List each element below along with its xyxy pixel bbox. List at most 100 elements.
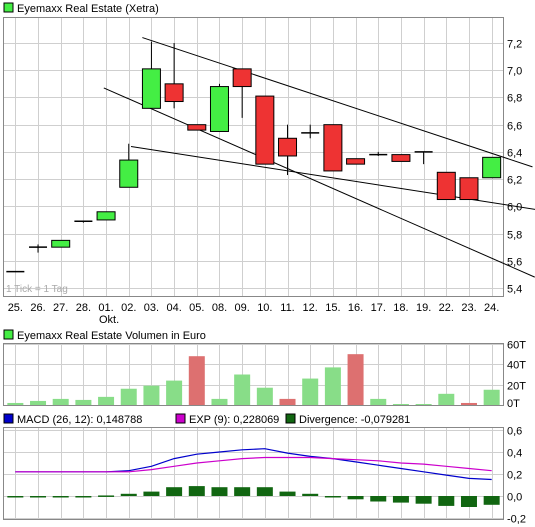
price-x-tick-label: 11. (280, 302, 294, 314)
volume-panel: Eyemaxx Real Estate Volumen in Euro 60T 4… (3, 329, 526, 411)
price-trendlines (103, 37, 535, 278)
divergence-bar (234, 487, 251, 496)
volume-y-tick-label: 40T (507, 360, 526, 372)
macd-legend-swatch (3, 413, 14, 424)
divergence-bar (30, 496, 47, 498)
price-candle (414, 151, 433, 165)
divergence-bar (75, 496, 92, 498)
price-x-tick-label: 03. (144, 302, 159, 314)
volume-bar (392, 404, 409, 405)
volume-bar (7, 402, 24, 405)
volume-plot-frame (3, 343, 504, 406)
macd-y-tick-label: 0,6 (507, 426, 522, 438)
volume-bar (302, 378, 319, 405)
volume-bar (211, 398, 228, 405)
divergence-bar (211, 487, 228, 496)
price-candle (209, 83, 229, 132)
volume-bar (370, 398, 387, 405)
price-x-tick-label: 02. (121, 302, 136, 314)
divergence-bar (166, 487, 183, 496)
price-x-tick-label: 09. (235, 302, 250, 314)
divergence-bar (370, 496, 387, 502)
price-x-tick-label: 17. (371, 302, 386, 314)
price-x-tick-label: 27. (53, 302, 68, 314)
price-x-tick-label: 04. (166, 302, 181, 314)
price-y-tick-label: 6,2 (507, 175, 522, 187)
price-candle (369, 151, 388, 156)
macd-legend-label: MACD (26, 12): 0,148788 (17, 414, 142, 426)
divergence-bar (392, 496, 409, 503)
candle-body (436, 171, 456, 201)
price-candle (141, 41, 161, 109)
price-trendline (103, 87, 535, 278)
candle-body (187, 124, 207, 131)
price-legend-swatch (3, 2, 14, 13)
divergence-bar (256, 487, 273, 496)
price-candle (436, 171, 456, 201)
price-y-tick-label: 6,8 (507, 93, 522, 105)
price-x-tick-label: 16. (348, 302, 363, 314)
price-panel: Eyemaxx Real Estate (Xetra) 7,2 7,0 6,8 6,6… (3, 2, 535, 326)
divergence-bar (302, 493, 319, 496)
volume-y-tick-label: 0T (507, 398, 520, 410)
price-y-tick-label: 5,4 (507, 284, 522, 296)
divergence-bar (460, 496, 477, 507)
volume-y-tick-label: 60T (507, 340, 526, 352)
candle-body (96, 211, 116, 221)
price-y-tick-label: 7,2 (507, 39, 522, 51)
price-x-tick-label: 22. (439, 302, 454, 314)
price-x-tick-label: 28. (76, 302, 91, 314)
price-x-tick-label: 10. (257, 302, 272, 314)
price-trendline (130, 145, 535, 210)
candle-body (346, 158, 366, 165)
volume-chart-title: Eyemaxx Real Estate Volumen in Euro (17, 330, 206, 342)
candle-body (459, 177, 479, 201)
price-plot-frame (3, 17, 504, 297)
macd-panel: MACD (26, 12): 0,148788 EXP (9): 0,22806… (3, 413, 526, 526)
price-y-tick-label: 6,6 (507, 121, 522, 133)
macd-legend: MACD (26, 12): 0,148788 EXP (9): 0,22806… (3, 413, 410, 426)
macd-y-tick-label: 0,0 (507, 492, 522, 504)
divergence-bar (52, 496, 69, 498)
price-x-tick-label: 01. (98, 302, 113, 314)
candle-body (323, 124, 343, 172)
price-x-tick-label: 18. (393, 302, 408, 314)
macd-lines (15, 448, 492, 481)
divergence-bar (347, 496, 364, 500)
exp-legend-label: EXP (9): 0,228069 (189, 414, 279, 426)
price-candle (164, 43, 184, 109)
price-x-tick-label: 15. (325, 302, 340, 314)
volume-y-tick-label: 20T (507, 381, 526, 393)
exp-legend-swatch (175, 413, 186, 424)
candle-body (482, 156, 502, 179)
volume-y-axis: 60T 40T 20T 0T (507, 340, 526, 411)
volume-bar (52, 398, 69, 405)
divergence-legend-swatch (285, 413, 296, 424)
divergence-bar (415, 496, 432, 504)
candle-body (51, 239, 71, 248)
price-chart-title: Eyemaxx Real Estate (Xetra) (17, 3, 159, 15)
price-candle (482, 156, 502, 179)
price-y-axis: 7,2 7,0 6,8 6,6 6,4 6,2 6,0 5,8 5,6 5,4 (507, 39, 522, 296)
volume-bar (438, 393, 455, 405)
price-x-tick-label: 26. (30, 302, 45, 314)
price-x-tick-label: 12. (303, 302, 318, 314)
divergence-legend-label: Divergence: -0,079281 (299, 414, 410, 426)
price-trendline (142, 37, 533, 168)
price-grid (4, 18, 503, 296)
price-candle (323, 124, 343, 172)
divergence-bar (143, 491, 160, 496)
volume-bar (324, 367, 341, 405)
price-y-tick-label: 5,8 (507, 230, 522, 242)
divergence-bar (438, 496, 455, 506)
exp-line (15, 456, 492, 473)
price-x-tick-label: 23. (461, 302, 476, 314)
price-candle (459, 177, 479, 201)
volume-bar (279, 398, 296, 405)
price-candle (301, 124, 320, 139)
price-candle (232, 68, 252, 118)
divergence-bar (120, 493, 137, 496)
volume-bar (143, 385, 160, 405)
price-x-axis: 25. 26. 27. 28. 01. 02. 03. 04. 05. 08. 09. 10. 11. 1… (8, 302, 500, 326)
price-x-tick-label: 08. (212, 302, 227, 314)
